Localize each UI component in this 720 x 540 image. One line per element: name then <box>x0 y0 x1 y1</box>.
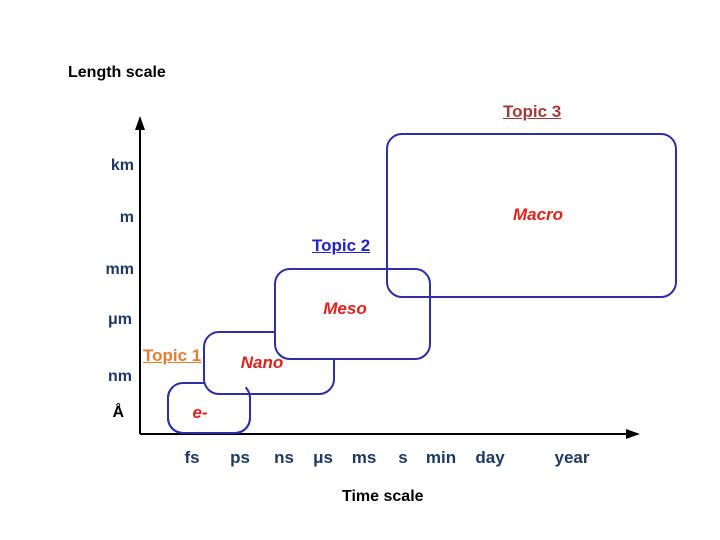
x-tick-min: min <box>425 448 457 467</box>
x-axis-arrowhead <box>626 429 640 439</box>
x-axis-title: Time scale <box>342 488 424 505</box>
topic-1-link[interactable]: Topic 1 <box>143 346 202 365</box>
y-tick-m: m <box>119 209 134 226</box>
region-label-meso: Meso <box>323 299 367 318</box>
x-tick-ns: ns <box>274 448 294 467</box>
x-tick-us: μs <box>313 448 333 467</box>
y-tick-angstrom: Å <box>112 404 124 421</box>
x-tick-ms: ms <box>351 448 377 467</box>
x-tick-year: year <box>554 448 590 467</box>
region-label-macro: Macro <box>512 205 564 224</box>
x-tick-ps: ps <box>230 448 250 467</box>
y-axis-arrowhead <box>135 116 145 130</box>
y-tick-km: km <box>110 157 134 174</box>
y-axis-title: Length scale <box>68 64 166 81</box>
region-label-nano: Nano <box>240 353 284 372</box>
topic-3-link[interactable]: Topic 3 <box>503 102 562 121</box>
x-tick-day: day <box>475 448 505 467</box>
region-box-macro <box>386 133 677 298</box>
region-label-electron: e- <box>192 403 208 422</box>
region-box-meso <box>274 268 431 360</box>
region-box-electron-front <box>167 382 251 434</box>
y-tick-mm: mm <box>105 261 134 278</box>
topic-2-link[interactable]: Topic 2 <box>312 236 371 255</box>
x-tick-s: s <box>398 448 408 467</box>
region-box-nano <box>203 331 335 395</box>
y-tick-nm: nm <box>108 368 132 385</box>
x-tick-fs: fs <box>184 448 200 467</box>
y-tick-um: μm <box>107 311 132 328</box>
